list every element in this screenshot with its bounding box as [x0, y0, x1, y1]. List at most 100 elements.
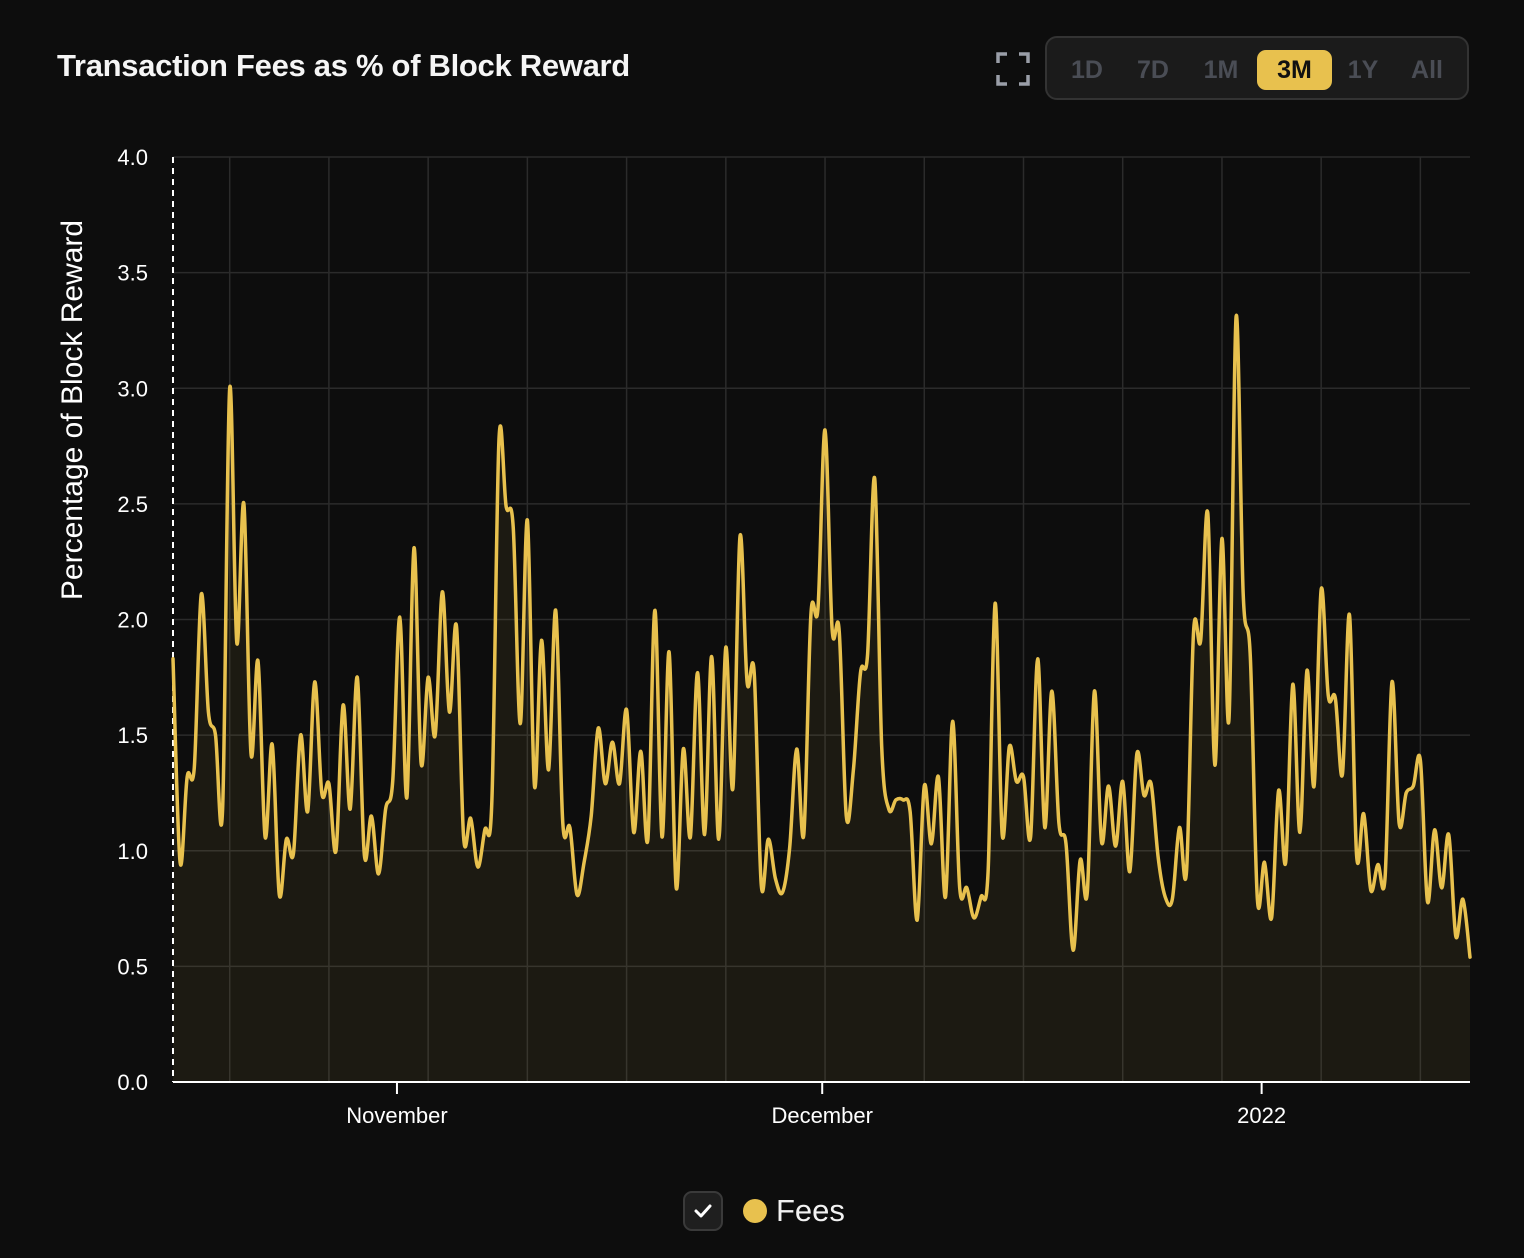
fees-data-point[interactable]	[1362, 812, 1366, 816]
fees-data-point[interactable]	[1050, 689, 1054, 693]
fees-data-point[interactable]	[547, 768, 551, 772]
fees-data-point[interactable]	[1305, 668, 1309, 672]
fees-data-point[interactable]	[1227, 717, 1231, 721]
fees-data-point[interactable]	[440, 590, 444, 594]
fees-data-point[interactable]	[384, 807, 388, 811]
fees-data-point[interactable]	[1447, 833, 1451, 837]
fees-data-point[interactable]	[1092, 689, 1096, 693]
fees-data-point[interactable]	[1241, 592, 1245, 596]
fees-data-point[interactable]	[752, 671, 756, 675]
fees-data-point[interactable]	[972, 916, 976, 920]
fees-data-point[interactable]	[327, 782, 331, 786]
fees-data-point[interactable]	[235, 641, 239, 645]
fees-data-point[interactable]	[1291, 682, 1295, 686]
fees-data-point[interactable]	[398, 615, 402, 619]
fees-data-point[interactable]	[887, 807, 891, 811]
fees-data-point[interactable]	[185, 775, 189, 779]
fees-data-point[interactable]	[823, 428, 827, 432]
fees-data-point[interactable]	[214, 733, 218, 737]
fees-data-point[interactable]	[944, 895, 948, 899]
fees-data-point[interactable]	[1411, 784, 1415, 788]
fees-data-point[interactable]	[1348, 613, 1352, 617]
fees-data-point[interactable]	[178, 860, 182, 864]
fees-data-point[interactable]	[476, 865, 480, 869]
fees-data-point[interactable]	[802, 833, 806, 837]
fees-data-point[interactable]	[929, 842, 933, 846]
fees-data-point[interactable]	[1029, 835, 1033, 839]
fees-data-point[interactable]	[639, 749, 643, 753]
fees-data-point[interactable]	[901, 798, 905, 802]
fees-data-point[interactable]	[1248, 655, 1252, 659]
fees-data-point[interactable]	[1007, 745, 1011, 749]
fees-data-point[interactable]	[377, 872, 381, 876]
fees-data-point[interactable]	[355, 675, 359, 679]
fees-data-point[interactable]	[1192, 629, 1196, 633]
fees-data-point[interactable]	[1156, 856, 1160, 860]
fees-data-point[interactable]	[660, 835, 664, 839]
fees-data-point[interactable]	[1199, 638, 1203, 642]
fees-data-point[interactable]	[391, 779, 395, 783]
range-button-7d[interactable]: 7D	[1137, 56, 1169, 84]
fees-data-point[interactable]	[1404, 791, 1408, 795]
fees-data-point[interactable]	[1121, 779, 1125, 783]
fees-data-point[interactable]	[1128, 870, 1132, 874]
fees-data-point[interactable]	[610, 740, 614, 744]
fees-data-point[interactable]	[1170, 897, 1174, 901]
fees-data-point[interactable]	[575, 893, 579, 897]
fees-data-point[interactable]	[334, 849, 338, 853]
fees-data-point[interactable]	[284, 837, 288, 841]
fees-data-point[interactable]	[192, 766, 196, 770]
fees-data-point[interactable]	[1468, 955, 1472, 959]
fees-data-point[interactable]	[809, 613, 813, 617]
range-button-1m[interactable]: 1M	[1203, 56, 1239, 84]
fees-data-point[interactable]	[922, 784, 926, 788]
fees-data-point[interactable]	[766, 837, 770, 841]
fees-data-point[interactable]	[1014, 779, 1018, 783]
fees-data-point[interactable]	[688, 835, 692, 839]
fees-data-point[interactable]	[724, 645, 728, 649]
fees-data-point[interactable]	[1071, 948, 1075, 952]
fees-data-point[interactable]	[632, 830, 636, 834]
fees-data-point[interactable]	[851, 768, 855, 772]
fees-data-point[interactable]	[773, 877, 777, 881]
series-line[interactable]	[171, 313, 1472, 960]
fees-data-point[interactable]	[1213, 763, 1217, 767]
fees-data-point[interactable]	[915, 918, 919, 922]
fees-data-point[interactable]	[1284, 860, 1288, 864]
fees-data-point[interactable]	[1100, 840, 1104, 844]
fees-data-point[interactable]	[554, 608, 558, 612]
fees-data-point[interactable]	[1355, 853, 1359, 857]
fees-data-point[interactable]	[525, 518, 529, 522]
fees-data-point[interactable]	[859, 671, 863, 675]
fees-data-point[interactable]	[965, 886, 969, 890]
fees-data-point[interactable]	[1312, 784, 1316, 788]
fees-data-point[interactable]	[447, 710, 451, 714]
range-button-1y[interactable]: 1Y	[1347, 56, 1379, 84]
fees-data-point[interactable]	[1440, 886, 1444, 890]
fees-data-point[interactable]	[511, 525, 515, 529]
fees-data-point[interactable]	[341, 703, 345, 707]
fees-data-point[interactable]	[249, 752, 253, 756]
fees-data-point[interactable]	[894, 798, 898, 802]
fees-data-point[interactable]	[738, 534, 742, 538]
fees-data-point[interactable]	[979, 895, 983, 899]
fees-data-point[interactable]	[1036, 657, 1040, 661]
fees-data-point[interactable]	[1206, 511, 1210, 515]
fees-data-point[interactable]	[596, 726, 600, 730]
fees-data-point[interactable]	[426, 675, 430, 679]
fees-data-point[interactable]	[674, 886, 678, 890]
fees-data-point[interactable]	[795, 747, 799, 751]
fees-data-point[interactable]	[745, 680, 749, 684]
fees-line[interactable]	[171, 313, 1472, 959]
fees-data-point[interactable]	[221, 807, 225, 811]
fees-data-point[interactable]	[1078, 858, 1082, 862]
fees-data-point[interactable]	[1340, 772, 1344, 776]
fees-data-point[interactable]	[603, 782, 607, 786]
fees-data-point[interactable]	[1454, 934, 1458, 938]
fees-data-point[interactable]	[412, 546, 416, 550]
fees-data-point[interactable]	[1043, 826, 1047, 830]
fees-data-point[interactable]	[1326, 694, 1330, 698]
fees-data-point[interactable]	[490, 798, 494, 802]
fees-data-point[interactable]	[788, 846, 792, 850]
fees-data-point[interactable]	[1461, 897, 1465, 901]
